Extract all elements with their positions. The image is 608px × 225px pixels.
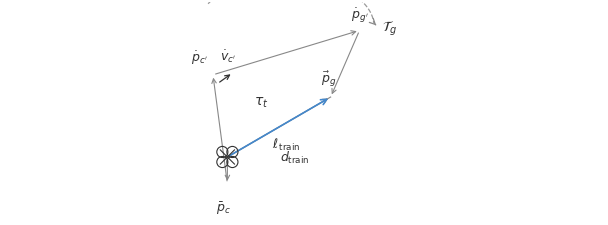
Text: $\bar{p}_c$: $\bar{p}_c$ xyxy=(216,199,230,216)
Text: $\vec{p}_g$: $\vec{p}_g$ xyxy=(321,70,336,89)
Text: $d_{\mathrm{train}}$: $d_{\mathrm{train}}$ xyxy=(280,150,309,166)
Text: $\ell_{\,\mathrm{train}}$: $\ell_{\,\mathrm{train}}$ xyxy=(272,136,300,152)
Text: $\dot{p}_{g^{\prime}}$: $\dot{p}_{g^{\prime}}$ xyxy=(351,6,368,25)
Text: $\dot{v}_{c^{\prime}}$: $\dot{v}_{c^{\prime}}$ xyxy=(220,48,237,64)
Text: $\mathcal{T}_g$: $\mathcal{T}_g$ xyxy=(382,20,397,38)
Text: $\tau_t$: $\tau_t$ xyxy=(254,95,269,110)
Text: $\dot{p}_{c^{\prime}}$: $\dot{p}_{c^{\prime}}$ xyxy=(191,49,208,67)
